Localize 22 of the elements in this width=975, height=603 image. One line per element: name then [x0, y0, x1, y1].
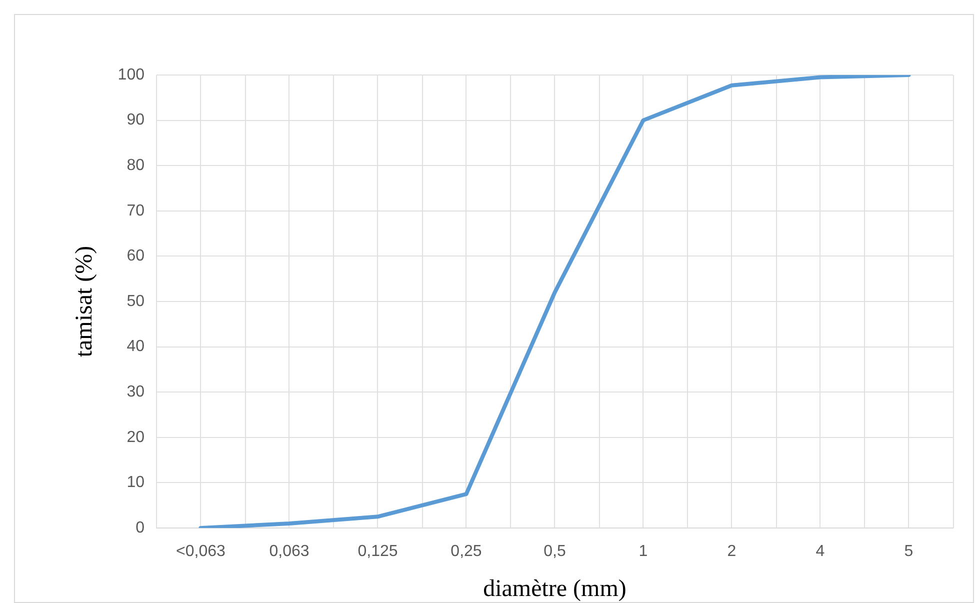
y-tick-label: 40 — [126, 338, 145, 356]
y-tick-label: 100 — [118, 66, 145, 84]
x-tick-label: 5 — [904, 543, 914, 560]
x-tick-label: 0,063 — [269, 543, 310, 560]
x-tick-label: 0,5 — [544, 543, 566, 560]
y-axis-title: tamisat (%) — [72, 246, 98, 358]
x-tick-label: 0,25 — [450, 543, 482, 560]
y-tick-label: 50 — [126, 292, 145, 310]
y-tick-label: 70 — [126, 202, 145, 220]
y-tick-label: 30 — [126, 384, 145, 401]
y-tick-label: 90 — [126, 112, 145, 129]
y-tick-label: 80 — [126, 157, 145, 174]
y-tick-label: 20 — [126, 428, 145, 446]
x-tick-label: 4 — [816, 543, 825, 560]
x-axis-title: diamètre (mm) — [483, 576, 626, 602]
x-tick-label: 0,125 — [358, 543, 398, 560]
x-tick-label: 2 — [727, 543, 736, 560]
x-tick-label: 1 — [638, 543, 648, 560]
y-tick-label: 10 — [126, 474, 145, 492]
y-tick-label: 0 — [136, 519, 145, 536]
y-tick-label: 60 — [126, 248, 145, 265]
x-tick-label: <0,063 — [176, 543, 226, 560]
